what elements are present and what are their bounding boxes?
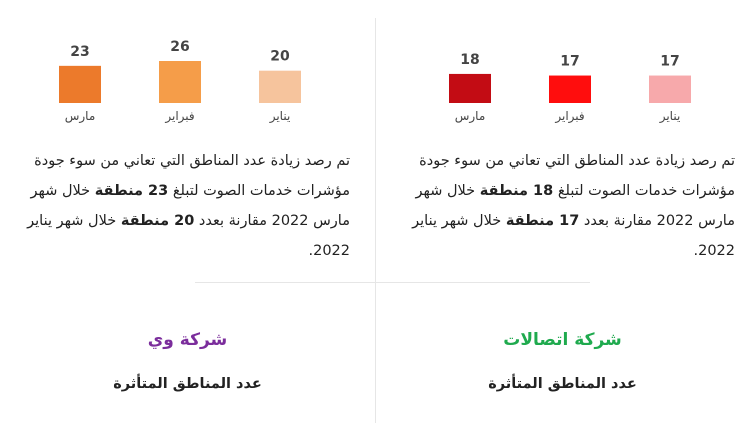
etisalat-bar-chart: 18 مارس 17 فبراير 17 يناير (449, 52, 691, 124)
etisalat-bar-value-label: 18 (460, 52, 479, 68)
we-affected-areas-label: عدد المناطق المتأثرة (113, 376, 262, 392)
etisalat-bar-value-label: 17 (660, 54, 679, 70)
etisalat-panel: 18 مارس 17 فبراير 17 يناير تم رصد زيادة عدد ا… (375, 0, 750, 430)
we-panel: 23 مارس 26 فبراير 20 يناير تم رصد زيادة عدد ا… (20, 30, 350, 392)
we-desc-text-3: خلال شهر يناير 2022. (27, 213, 350, 259)
we-bar-value-label: 20 (270, 49, 290, 65)
etisalat-bar-1 (449, 73, 491, 103)
we-bar-value-label: 23 (70, 44, 89, 60)
we-bar-2 (159, 61, 201, 103)
etisalat-affected-areas-label: عدد المناطق المتأثرة (488, 376, 637, 392)
we-bar-3 (259, 70, 301, 103)
we-description: تم رصد زيادة عدد المناطق التي تعاني من س… (20, 146, 350, 266)
etisalat-bar-value-label: 17 (560, 54, 579, 70)
we-category-label: مارس (65, 109, 96, 124)
we-bar-chart: 23 مارس 26 فبراير 20 يناير (59, 39, 301, 124)
etisalat-desc-text-2: خلال شهر مارس 2022 مقارنة بعدد (415, 183, 735, 229)
we-desc-bold-2: 20 منطقة (120, 213, 195, 229)
we-bar-1 (59, 65, 101, 103)
we-desc-bold-1: 23 منطقة (94, 183, 169, 199)
horizontal-divider (195, 282, 590, 283)
we-company-title: شركة وي (147, 330, 228, 350)
etisalat-desc-bold-1: 18 منطقة (479, 183, 554, 199)
etisalat-bar-2 (549, 75, 591, 103)
etisalat-category-label: فبراير (554, 109, 584, 124)
etisalat-desc-bold-2: 17 منطقة (505, 213, 580, 229)
etisalat-description: تم رصد زيادة عدد المناطق التي تعاني من س… (405, 146, 735, 266)
etisalat-company-title: شركة اتصالات (503, 330, 622, 350)
we-bar-value-label: 26 (170, 39, 189, 55)
we-desc-text-1: تم رصد زيادة عدد المناطق التي تعاني من س… (34, 153, 350, 199)
we-chart: 23 مارس 26 فبراير 20 يناير (30, 30, 330, 130)
etisalat-desc-text-3: خلال شهر يناير 2022. (412, 213, 735, 259)
we-category-label: يناير (269, 109, 291, 124)
we-category-label: فبراير (164, 109, 194, 124)
etisalat-category-label: مارس (455, 109, 486, 124)
etisalat-bar-3 (649, 75, 691, 103)
etisalat-chart: 18 مارس 17 فبراير 17 يناير (420, 30, 720, 130)
we-desc-text-2: خلال شهر مارس 2022 مقارنة بعدد (30, 183, 350, 229)
etisalat-desc-text-1: تم رصد زيادة عدد المناطق التي تعاني من س… (419, 153, 735, 199)
vertical-divider (375, 18, 376, 423)
etisalat-category-label: يناير (659, 109, 681, 124)
